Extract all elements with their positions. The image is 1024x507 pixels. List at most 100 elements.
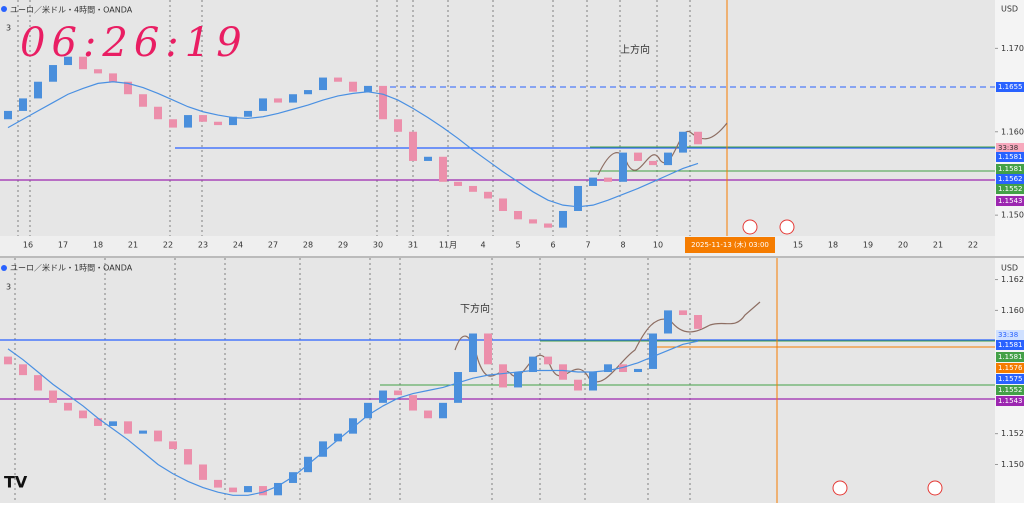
- candle: [229, 487, 237, 493]
- price-label: 1.1581: [998, 341, 1023, 349]
- price-label: 1.1562: [998, 175, 1023, 183]
- candle: [109, 73, 117, 82]
- top-pane-bg: [0, 0, 995, 236]
- x-tick-label: 18: [93, 241, 103, 250]
- currency: USD: [1001, 264, 1018, 273]
- price-label-bg: [996, 352, 1024, 362]
- event-icons: [742, 219, 943, 496]
- candle: [79, 56, 87, 70]
- y-tick-label: 1.1700: [1001, 44, 1024, 53]
- candle: [634, 368, 642, 373]
- x-tick-label: 18: [828, 241, 838, 250]
- price-label-bg: [996, 340, 1024, 350]
- candle: [409, 395, 417, 411]
- candle: [139, 94, 147, 107]
- candle: [94, 418, 102, 426]
- logo: TV: [4, 473, 28, 492]
- candle: [214, 121, 222, 126]
- candle: [334, 77, 342, 82]
- candle: [634, 152, 642, 161]
- candle: [544, 356, 552, 365]
- candle: [574, 185, 582, 211]
- candle: [274, 482, 282, 496]
- symbol-title: ユーロ／米ドル・1時間・OANDA: [10, 263, 133, 273]
- x-tick-label: 21: [933, 241, 943, 250]
- x-tick-label: 31: [408, 241, 418, 250]
- moving-average: [7, 340, 699, 496]
- candle: [4, 356, 12, 365]
- x-tick-label: 6: [550, 241, 555, 250]
- x-tick-label: 19: [863, 241, 873, 250]
- candle: [619, 152, 627, 182]
- session-lines: [14, 0, 691, 503]
- marks: 1.17001.16001.15001.165533:381.15811.158…: [4, 44, 1024, 496]
- candle: [319, 441, 327, 457]
- candle: [649, 160, 657, 166]
- candle: [139, 430, 147, 434]
- price-label-bg: [996, 184, 1024, 194]
- y-tick-label: 1.1520: [1001, 429, 1024, 438]
- candle: [304, 90, 312, 95]
- candle: [484, 333, 492, 365]
- clock: 06:26:19: [20, 20, 248, 66]
- price-label: 33:38: [998, 144, 1018, 152]
- y-tick-label: 1.1500: [1001, 211, 1024, 220]
- candle: [49, 390, 57, 403]
- candle: [589, 177, 597, 186]
- bottom-pane-bg: [0, 258, 995, 503]
- x-tick-label: 22: [163, 241, 173, 250]
- candle: [469, 333, 477, 373]
- candle: [409, 131, 417, 161]
- candle: [124, 421, 132, 434]
- x-tick-label: 17: [58, 241, 68, 250]
- candle: [679, 131, 687, 153]
- indicator-count: 3: [6, 24, 11, 33]
- price-label: 1.1543: [998, 397, 1023, 405]
- x-tick-label: 16: [23, 241, 33, 250]
- y-tick-label: 1.1500: [1001, 460, 1024, 469]
- annotation: 下方向: [460, 302, 490, 315]
- x-tick-label: 4: [480, 241, 485, 250]
- candle: [394, 390, 402, 396]
- candle: [214, 479, 222, 488]
- symbol-icon: [1, 265, 7, 271]
- price-label-bg: [996, 152, 1024, 162]
- price-label: 33:38: [998, 331, 1018, 339]
- candle: [79, 410, 87, 419]
- price-label: 1.1581: [998, 165, 1023, 173]
- candle: [34, 375, 42, 391]
- x-tick-label: 24: [233, 241, 243, 250]
- price-label: 1.1575: [998, 375, 1023, 383]
- candle: [499, 364, 507, 388]
- x-tick-label: 28: [303, 241, 313, 250]
- candle: [199, 115, 207, 122]
- candle: [499, 198, 507, 211]
- candle: [619, 364, 627, 373]
- candle: [259, 486, 267, 496]
- candle: [574, 379, 582, 391]
- candle: [49, 65, 57, 82]
- price-label: 1.1581: [998, 153, 1023, 161]
- price-label: 1.1552: [998, 185, 1023, 193]
- candle: [544, 223, 552, 228]
- x-tick-label: 5: [515, 241, 520, 250]
- price-label: 1.1581: [998, 353, 1023, 361]
- candle: [559, 364, 567, 380]
- price-label-bg: [996, 82, 1024, 92]
- candle: [454, 181, 462, 186]
- x-tick-label: 21: [128, 241, 138, 250]
- candle: [589, 372, 597, 391]
- candle: [229, 116, 237, 126]
- y-tick-label: 1.1600: [1001, 127, 1024, 136]
- top-price-axis: [995, 0, 1024, 256]
- top-time-axis: [0, 236, 995, 256]
- symbol-icon: [1, 6, 7, 12]
- candle: [694, 315, 702, 329]
- candle: [394, 119, 402, 132]
- candle: [199, 464, 207, 480]
- candle: [19, 364, 27, 376]
- candle: [439, 156, 447, 182]
- candle: [469, 185, 477, 192]
